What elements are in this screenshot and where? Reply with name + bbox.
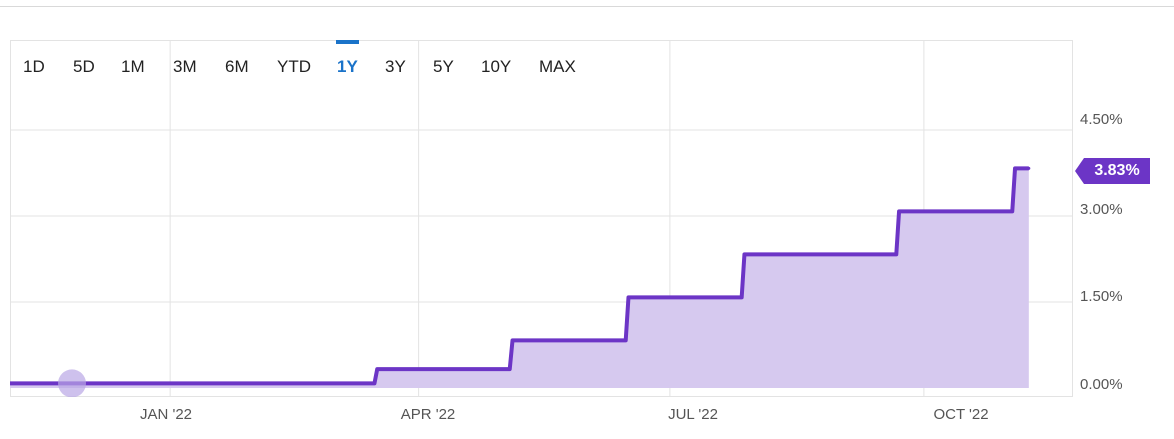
- range-tab-3m[interactable]: 3M: [173, 57, 197, 76]
- x-tick-label: JAN '22: [139, 406, 193, 423]
- data-point: [508, 367, 512, 371]
- x-tick-label: OCT '22: [933, 406, 989, 423]
- range-tab-1d[interactable]: 1D: [23, 57, 45, 76]
- data-point: [1027, 166, 1031, 170]
- top-divider: [0, 6, 1174, 7]
- y-tick-label: 3.00%: [1080, 201, 1123, 218]
- data-point: [742, 252, 746, 256]
- data-point: [624, 338, 628, 342]
- data-point: [372, 381, 376, 385]
- data-point: [375, 367, 379, 371]
- range-tab-1m[interactable]: 1M: [121, 57, 145, 76]
- series-area: [10, 168, 1029, 388]
- range-tab-10y[interactable]: 10Y: [481, 57, 512, 76]
- range-tab-1y[interactable]: 1Y: [337, 57, 358, 76]
- rate-chart[interactable]: [10, 40, 1073, 397]
- data-point: [626, 295, 630, 299]
- active-range-indicator: [336, 40, 359, 44]
- data-point: [897, 209, 901, 213]
- data-point: [1013, 166, 1017, 170]
- range-tab-3y[interactable]: 3Y: [385, 57, 406, 76]
- range-tab-6m[interactable]: 6M: [225, 57, 249, 76]
- range-tab-5d[interactable]: 5D: [73, 57, 95, 76]
- y-tick-label: 0.00%: [1080, 376, 1123, 393]
- x-tick-label: JUL '22: [668, 406, 718, 423]
- range-tab-max[interactable]: MAX: [539, 57, 576, 76]
- series-line: [10, 166, 1029, 386]
- data-point: [511, 338, 515, 342]
- data-point: [1010, 209, 1014, 213]
- plot-border: [10, 40, 1073, 397]
- y-tick-label: 1.50%: [1080, 288, 1123, 305]
- data-point: [10, 381, 12, 385]
- current-value-label: 3.83%: [1084, 158, 1150, 184]
- x-tick-label: APR '22: [400, 406, 456, 423]
- scrubber-marker: [58, 369, 86, 397]
- range-tab-ytd[interactable]: YTD: [277, 57, 311, 76]
- data-point: [740, 295, 744, 299]
- y-tick-label: 4.50%: [1080, 111, 1123, 128]
- value-tag-pointer: [1075, 158, 1084, 184]
- chart-frame: [10, 40, 1073, 397]
- data-point: [894, 252, 898, 256]
- range-tab-5y[interactable]: 5Y: [433, 57, 454, 76]
